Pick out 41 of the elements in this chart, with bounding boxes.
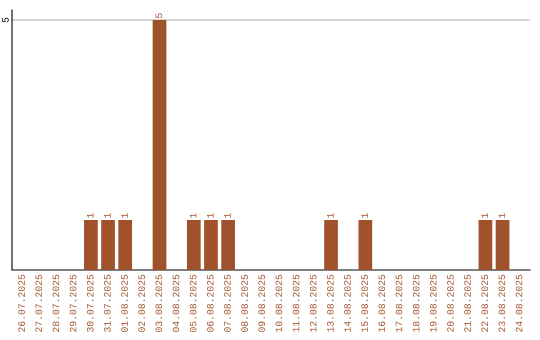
x-tick-label: 10.08.2025 xyxy=(276,274,282,332)
data-label: 1 xyxy=(327,213,334,218)
x-tick-label: 27.07.2025 xyxy=(35,274,42,332)
x-tick-label: 28.07.2025 xyxy=(52,274,60,332)
x-tick-label: 13.08.2025 xyxy=(327,274,334,332)
data-label: 5 xyxy=(156,13,162,18)
x-tick-label: 06.08.2025 xyxy=(206,274,214,332)
x-tick-label: 04.08.2025 xyxy=(172,274,180,332)
x-tick-label: 16.08.2025 xyxy=(378,274,386,332)
x-tick-label: 21.08.2025 xyxy=(464,274,471,332)
x-tick-label: 14.08.2025 xyxy=(344,274,351,332)
data-label: 1 xyxy=(498,213,506,218)
data-label: 1 xyxy=(361,213,368,218)
x-tick-label: 20.08.2025 xyxy=(447,274,454,332)
x-tick-label: 05.08.2025 xyxy=(190,274,196,332)
data-label: 1 xyxy=(104,213,111,218)
data-label: 1 xyxy=(224,213,231,218)
x-tick-label: 01.08.2025 xyxy=(121,274,128,332)
x-tick-label: 15.08.2025 xyxy=(361,274,368,332)
x-tick-label: 18.08.2025 xyxy=(412,274,420,332)
data-label: 1 xyxy=(207,213,214,218)
x-tick-label: 12.08.2025 xyxy=(310,274,316,332)
x-tick-label: 09.08.2025 xyxy=(258,274,266,332)
x-tick-label: 02.08.2025 xyxy=(138,274,145,332)
data-label: 1 xyxy=(121,213,128,218)
x-tick-label: 30.07.2025 xyxy=(86,274,94,332)
data-label: 1 xyxy=(190,213,196,218)
data-label: 1 xyxy=(482,213,488,218)
x-tick-label: 31.07.2025 xyxy=(104,274,111,332)
x-tick-label: 17.08.2025 xyxy=(396,274,402,332)
x-tick-label: 23.08.2025 xyxy=(498,274,506,332)
x-tick-label: 19.08.2025 xyxy=(430,274,437,332)
x-tick-label: 26.07.2025 xyxy=(18,274,25,332)
x-tick-label: 29.07.2025 xyxy=(70,274,76,332)
x-tick-label: 11.08.2025 xyxy=(292,274,300,332)
x-tick-label: 03.08.2025 xyxy=(156,274,162,332)
x-tick-label: 22.08.2025 xyxy=(481,274,488,332)
x-tick-label: 07.08.2025 xyxy=(224,274,231,332)
data-label: 1 xyxy=(87,213,94,218)
x-tick-label: 24.08.2025 xyxy=(516,274,522,332)
x-tick-label: 08.08.2025 xyxy=(241,274,248,332)
